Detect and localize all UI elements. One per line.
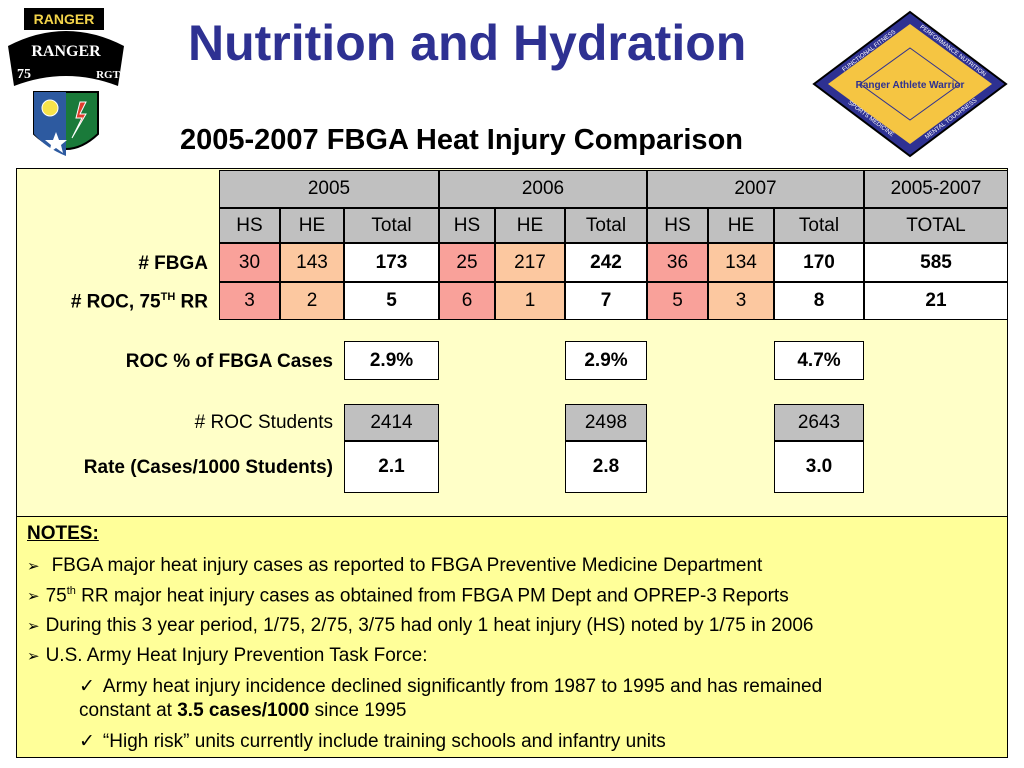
fbga-2007-hs: 36 — [647, 243, 708, 282]
arrow-bullet-icon: ➢ — [27, 558, 40, 575]
col-hs-2007: HS — [647, 208, 708, 243]
note-sub-2-text: “High risk” units currently include trai… — [102, 731, 666, 752]
page-title: Nutrition and Hydration — [188, 15, 747, 71]
regiment-number: 75 — [17, 67, 31, 82]
col-he-2005: HE — [280, 208, 344, 243]
row-label-rate: Rate (Cases/1000 Students) — [83, 457, 333, 478]
notes-panel: NOTES: ➢ FBGA major heat injury cases as … — [16, 516, 1008, 758]
note-bullet-4-text: U.S. Army Heat Injury Prevention Task Fo… — [45, 645, 428, 666]
col-grand-total: TOTAL — [864, 208, 1008, 243]
check-icon: ✓ — [79, 731, 95, 752]
arrow-bullet-icon: ➢ — [27, 588, 40, 606]
rate-2006: 2.8 — [565, 441, 647, 493]
note-sub-2: ✓ “High risk” units currently include tra… — [79, 730, 666, 753]
col-total-2005: Total — [344, 208, 439, 243]
roc-2007-total: 8 — [774, 282, 864, 320]
note-bullet-1-text: FBGA major heat injury cases as reported… — [51, 555, 763, 576]
fbga-2007-total: 170 — [774, 243, 864, 282]
notes-heading: NOTES: — [27, 523, 99, 544]
roc-pct-2005: 2.9% — [344, 341, 439, 380]
year-2006-header: 2006 — [439, 170, 647, 208]
roc-2006-hs: 6 — [439, 282, 495, 320]
fbga-2005-hs: 30 — [219, 243, 280, 282]
ranger-tab-text: RANGER — [34, 11, 95, 27]
col-hs-2006: HS — [439, 208, 495, 243]
roc-2005-total: 5 — [344, 282, 439, 320]
row-label-roc-tail: RR — [175, 291, 208, 313]
note-bullet-2-sup: th — [66, 585, 76, 597]
fbga-2005-total: 173 — [344, 243, 439, 282]
row-label-roc: # ROC, 75TH RR — [20, 291, 208, 313]
fbga-2006-hs: 25 — [439, 243, 495, 282]
row-label-roc-sup: TH — [160, 291, 176, 303]
arrow-bullet-icon: ➢ — [27, 618, 40, 635]
fbga-2007-he: 134 — [708, 243, 774, 282]
note-bullet-2-text: RR major heat injury cases as obtained f… — [75, 585, 789, 607]
note-sub-1-post: since 1995 — [309, 700, 407, 721]
roc-2007-hs: 5 — [647, 282, 708, 320]
roc-pct-2006: 2.9% — [565, 341, 647, 380]
year-2007-header: 2007 — [647, 170, 864, 208]
col-total-2006: Total — [565, 208, 647, 243]
table-heading: 2005-2007 FBGA Heat Injury Comparison — [180, 124, 743, 156]
note-sub-1-pre: constant at — [79, 700, 178, 721]
ranger-athlete-warrior-logo: Ranger Athlete Warrior FUNCTIONAL FITNES… — [812, 10, 1008, 158]
col-he-2006: HE — [495, 208, 565, 243]
fbga-2005-he: 143 — [280, 243, 344, 282]
roc-2007-he: 3 — [708, 282, 774, 320]
row-label-fbga: # FBGA — [138, 253, 208, 274]
fbga-2006-total: 242 — [565, 243, 647, 282]
ranger-regiment-insignia: RANGER RANGER 75 RGT — [8, 8, 124, 156]
rate-2005: 2.1 — [344, 441, 439, 493]
roc-students-2006: 2498 — [565, 404, 647, 441]
row-label-roc-pct: ROC % of FBGA Cases — [125, 351, 333, 372]
year-2005-header: 2005 — [219, 170, 439, 208]
roc-2006-total: 7 — [565, 282, 647, 320]
note-sub-1-text: Army heat injury incidence declined sign… — [102, 676, 823, 697]
note-bullet-1: ➢ FBGA major heat injury cases as reporte… — [27, 555, 762, 577]
roc-2006-he: 1 — [495, 282, 565, 320]
check-icon: ✓ — [79, 676, 95, 697]
fbga-grand-total: 585 — [864, 243, 1008, 282]
note-bullet-2: ➢ 75th RR major heat injury cases as obta… — [27, 585, 789, 607]
note-bullet-3: ➢ During this 3 year period, 1/75, 2/75, … — [27, 615, 813, 637]
roc-students-2005: 2414 — [344, 404, 439, 441]
roc-2005-he: 2 — [280, 282, 344, 320]
row-label-roc-text: # ROC, 75 — [70, 291, 161, 313]
ranger-scroll-text: RANGER — [31, 43, 101, 60]
rate-2007: 3.0 — [774, 441, 864, 493]
col-total-2007: Total — [774, 208, 864, 243]
regiment-abbrev: RGT — [96, 69, 121, 81]
note-bullet-3-text: During this 3 year period, 1/75, 2/75, 3… — [45, 615, 814, 636]
col-he-2007: HE — [708, 208, 774, 243]
col-hs-2005: HS — [219, 208, 280, 243]
logo-center-text: Ranger Athlete Warrior — [856, 80, 965, 91]
note-sub-1-bold: 3.5 cases/1000 — [177, 700, 310, 721]
roc-grand-total: 21 — [864, 282, 1008, 320]
roc-pct-2007: 4.7% — [774, 341, 864, 380]
note-bullet-2-num: 75 — [45, 585, 67, 607]
roc-2005-hs: 3 — [219, 282, 280, 320]
row-label-roc-students: # ROC Students — [194, 412, 333, 433]
arrow-bullet-icon: ➢ — [27, 648, 40, 665]
roc-students-2007: 2643 — [774, 404, 864, 441]
note-bullet-4: ➢ U.S. Army Heat Injury Prevention Task F… — [27, 645, 427, 667]
note-sub-1-line1: ✓ Army heat injury incidence declined sig… — [79, 675, 822, 698]
fbga-2006-he: 217 — [495, 243, 565, 282]
year-total-header: 2005-2007 — [864, 170, 1008, 208]
note-sub-1-line2: constant at 3.5 cases/1000 since 1995 — [79, 700, 407, 722]
